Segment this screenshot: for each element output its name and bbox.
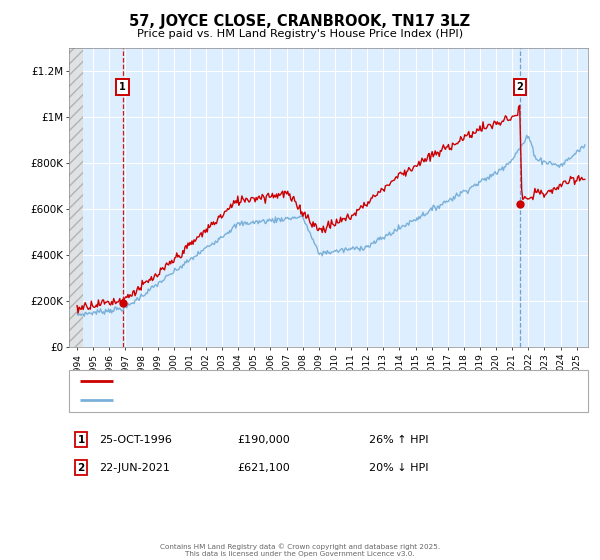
Text: £190,000: £190,000 (237, 435, 290, 445)
Text: 20% ↓ HPI: 20% ↓ HPI (369, 463, 428, 473)
Text: 1: 1 (119, 82, 126, 92)
Text: 25-OCT-1996: 25-OCT-1996 (99, 435, 172, 445)
Text: 57, JOYCE CLOSE, CRANBROOK, TN17 3LZ: 57, JOYCE CLOSE, CRANBROOK, TN17 3LZ (130, 14, 470, 29)
Text: 57, JOYCE CLOSE, CRANBROOK, TN17 3LZ (detached house): 57, JOYCE CLOSE, CRANBROOK, TN17 3LZ (de… (119, 376, 417, 386)
Text: 2: 2 (77, 463, 85, 473)
Text: 22-JUN-2021: 22-JUN-2021 (99, 463, 170, 473)
Text: Contains HM Land Registry data © Crown copyright and database right 2025.
This d: Contains HM Land Registry data © Crown c… (160, 544, 440, 557)
Bar (69, 48, 83, 347)
Text: 2: 2 (517, 82, 523, 92)
Text: Price paid vs. HM Land Registry's House Price Index (HPI): Price paid vs. HM Land Registry's House … (137, 29, 463, 39)
Text: HPI: Average price, detached house, Tunbridge Wells: HPI: Average price, detached house, Tunb… (119, 395, 382, 405)
Text: £621,100: £621,100 (237, 463, 290, 473)
Text: 26% ↑ HPI: 26% ↑ HPI (369, 435, 428, 445)
Text: 1: 1 (77, 435, 85, 445)
